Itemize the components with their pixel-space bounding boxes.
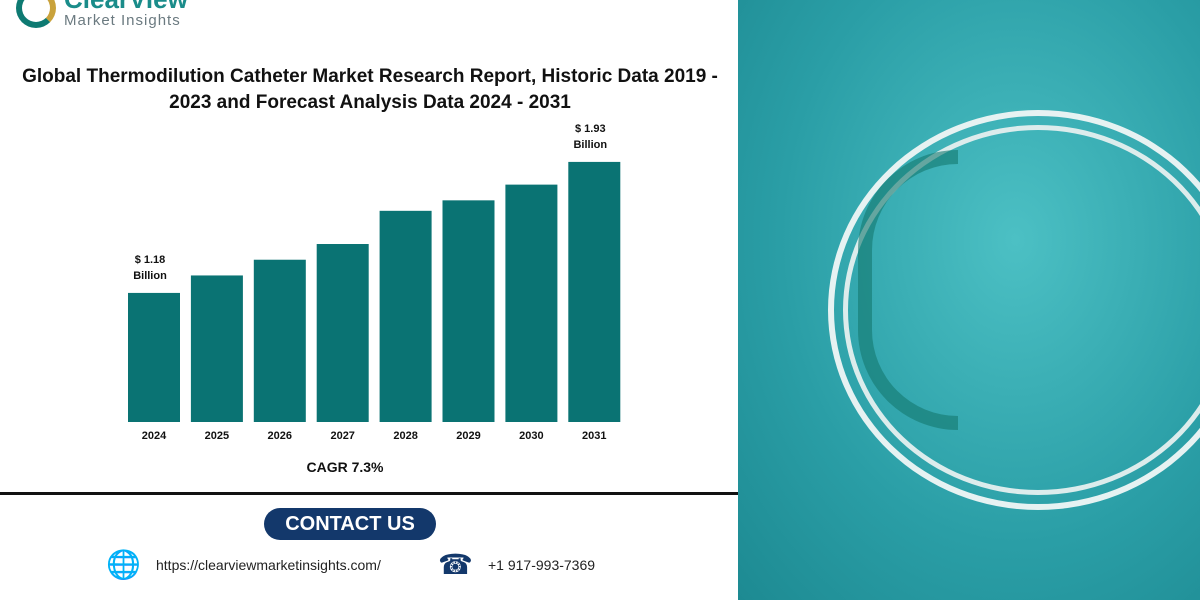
logo-name: ClearView bbox=[64, 0, 188, 12]
x-tick-label: 2024 bbox=[142, 430, 167, 442]
bar-2029 bbox=[442, 200, 495, 422]
contact-us-badge: CONTACT US bbox=[264, 508, 436, 540]
globe-icon: 🌐 bbox=[106, 549, 141, 580]
phone-number: +1 917-993-7369 bbox=[488, 557, 596, 573]
chart-title: Global Thermodilution Catheter Market Re… bbox=[22, 66, 718, 113]
bar-2026 bbox=[253, 259, 306, 422]
website-row: 🌐 https://clearviewmarketinsights.com/ bbox=[106, 550, 381, 580]
data-label: Billion bbox=[573, 139, 607, 151]
x-tick-label: 2031 bbox=[582, 430, 606, 442]
bar-2030 bbox=[505, 184, 558, 422]
phone-row: ☎ +1 917-993-7369 bbox=[438, 550, 595, 580]
x-tick-label: 2030 bbox=[519, 430, 543, 442]
infographic-panel: ClearView Market Insights Global Thermod… bbox=[0, 0, 738, 580]
catheter-photo bbox=[738, 0, 1200, 600]
x-tick-label: 2028 bbox=[393, 430, 417, 442]
bar-2031 bbox=[568, 161, 621, 422]
x-tick-label: 2025 bbox=[205, 430, 229, 442]
cagr-annotation: CAGR 7.3% bbox=[306, 459, 384, 475]
catheter-tube bbox=[828, 110, 1200, 510]
x-tick-label: 2027 bbox=[330, 430, 354, 442]
bar-2027 bbox=[316, 244, 369, 422]
logo-tagline: Market Insights bbox=[64, 12, 181, 29]
data-label: Billion bbox=[133, 270, 167, 282]
bar-2024 bbox=[128, 292, 180, 422]
logo: ClearView Market Insights bbox=[16, 0, 188, 29]
bar-2028 bbox=[379, 210, 432, 422]
divider bbox=[0, 492, 738, 495]
bar-chart: 2024 $ 1.18 Billion 2025 2026 2027 2028 2029 203… bbox=[128, 123, 621, 442]
logo-mark-icon bbox=[16, 0, 56, 28]
website-link[interactable]: https://clearviewmarketinsights.com/ bbox=[156, 557, 381, 573]
telephone-icon: ☎ bbox=[438, 549, 473, 580]
bar-2025 bbox=[190, 275, 243, 422]
data-label: $ 1.93 bbox=[575, 123, 606, 135]
catheter-tube-inner bbox=[843, 125, 1200, 495]
data-label: $ 1.18 bbox=[135, 254, 166, 266]
x-tick-label: 2029 bbox=[456, 430, 480, 442]
x-tick-label: 2026 bbox=[268, 430, 292, 442]
